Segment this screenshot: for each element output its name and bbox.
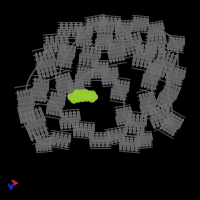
Point [91, 92, 94, 96]
Point [79, 91, 83, 95]
Point [72, 98, 76, 102]
Point [87, 92, 91, 96]
Point [81, 97, 84, 100]
Point [76, 97, 80, 101]
Point [83, 91, 87, 94]
Point [75, 91, 79, 95]
Point [69, 95, 73, 99]
Point [74, 93, 77, 97]
Point [93, 95, 96, 99]
Point [83, 94, 86, 97]
Point [85, 96, 89, 100]
Point [88, 95, 91, 98]
Point [90, 97, 94, 101]
Point [78, 94, 82, 98]
